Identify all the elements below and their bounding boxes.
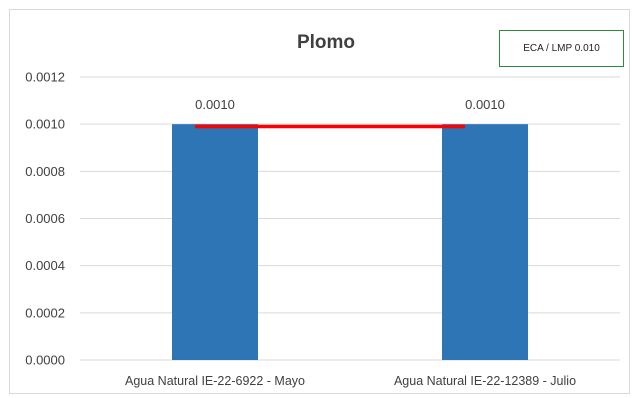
x-category-label: Agua Natural IE-22-6922 - Mayo <box>125 374 305 388</box>
y-tick-label: 0.0010 <box>25 117 65 132</box>
y-tick-label: 0.0004 <box>25 258 65 273</box>
y-tick-label: 0.0012 <box>25 70 65 85</box>
y-tick-label: 0.0002 <box>25 305 65 320</box>
data-label: 0.0010 <box>465 97 505 112</box>
data-label: 0.0010 <box>195 97 235 112</box>
bar <box>172 124 258 361</box>
bar <box>442 124 528 361</box>
y-tick-label: 0.0000 <box>25 353 65 368</box>
y-tick-label: 0.0008 <box>25 164 65 179</box>
x-category-label: Agua Natural IE-22-12389 - Julio <box>394 374 576 388</box>
chart-title: Plomo <box>297 32 355 53</box>
limit-annotation-box: ECA / LMP 0.010 <box>499 30 624 67</box>
limit-annotation-text: ECA / LMP 0.010 <box>523 43 600 54</box>
y-tick-label: 0.0006 <box>25 211 65 226</box>
